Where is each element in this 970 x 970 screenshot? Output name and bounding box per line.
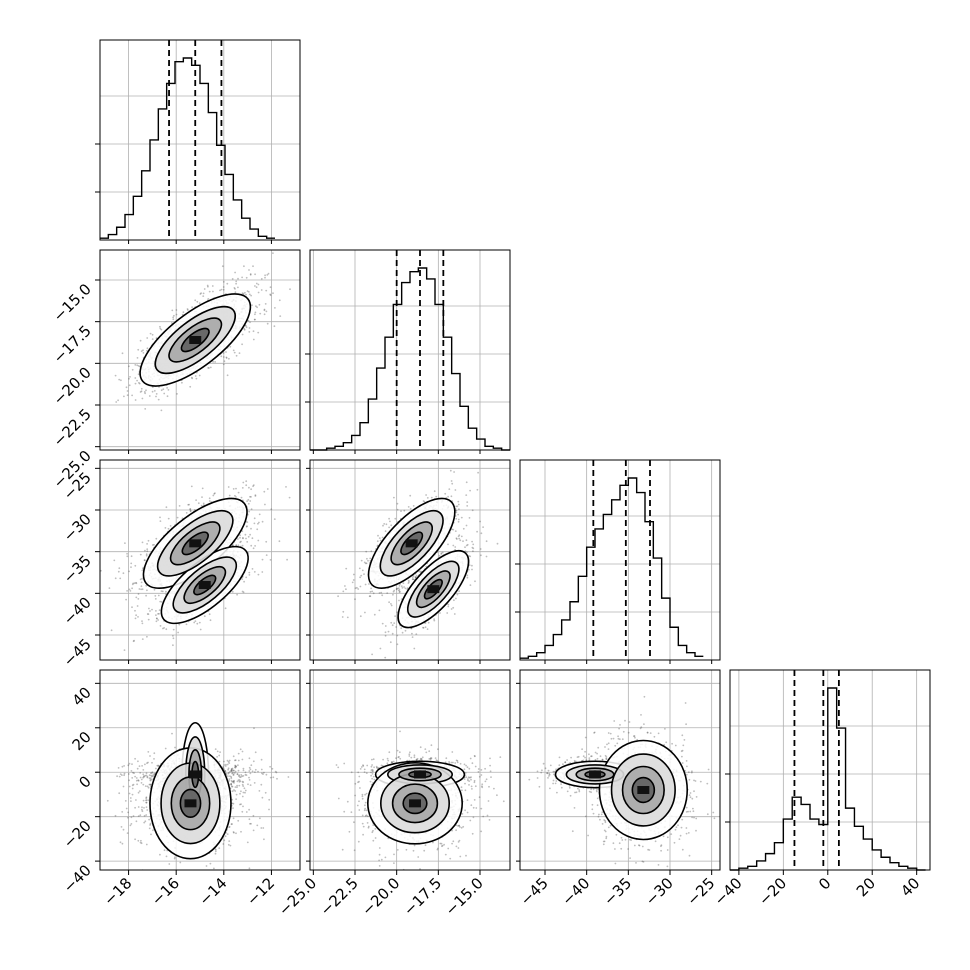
x-tick-label: 40 [897, 874, 923, 900]
x-tick-label: −15.0 [442, 874, 487, 919]
density-peak-0 [189, 336, 202, 344]
y-tick-label: 20 [69, 728, 95, 754]
contours-0-2 [142, 497, 249, 625]
density-peak-0 [405, 539, 418, 548]
x-tick-label: −22.5 [317, 874, 362, 919]
x-tick-label: −40 [558, 874, 593, 909]
x-tick-label: −45 [517, 874, 552, 909]
hist-step-1 [310, 267, 510, 451]
hist-step-3 [730, 687, 926, 871]
density-peak-1 [184, 799, 197, 808]
density-frame-1-2 [309, 459, 511, 661]
y-tick-label: −35 [60, 552, 95, 587]
y-axis-1 [95, 279, 100, 448]
hist-grid-3 [730, 670, 930, 870]
density-frame-0-1 [99, 249, 301, 451]
y-tick-label: −45 [60, 635, 95, 670]
contours-0-1 [139, 293, 252, 387]
x-tick-label: −16 [148, 874, 183, 909]
density-peak-0 [589, 770, 601, 779]
hist-frame-3 [729, 669, 931, 871]
density-frame-0-2 [99, 459, 301, 661]
y-tick-label: −30 [60, 510, 95, 545]
x-tick-label: −35 [600, 874, 635, 909]
y-tick-label: −20 [60, 817, 95, 852]
x-tick-label: −17.5 [400, 874, 445, 919]
y-tick-label: −22.5 [50, 405, 95, 450]
x-tick-label: −30 [642, 874, 677, 909]
x-axis-1 [312, 870, 481, 875]
hist-panel-0 [95, 39, 301, 241]
x-axis-2 [544, 870, 713, 875]
x-tick-label: 20 [853, 874, 879, 900]
x-axis-0 [128, 870, 272, 875]
hist-frame-0 [99, 39, 301, 241]
hist-step-2 [520, 477, 704, 659]
hist-step-0 [100, 57, 275, 239]
density-frame-0-3 [99, 669, 301, 871]
hist-grid-1 [310, 250, 510, 450]
y-axis-3 [95, 682, 100, 862]
x-tick-label: −18 [100, 874, 135, 909]
density-peak-0 [189, 539, 202, 548]
y-tick-label: −40 [60, 593, 95, 628]
contours-2-3 [554, 739, 689, 841]
y-tick-label: −15.0 [50, 280, 95, 325]
x-tick-label: −40 [711, 874, 746, 909]
x-tick-label: −14 [196, 874, 231, 909]
density-panel-2-3 [519, 669, 721, 871]
density-peak-0 [189, 770, 202, 779]
y-tick-label: −40 [60, 861, 95, 896]
contours-0-3 [149, 721, 232, 860]
density-panel-1-2 [309, 459, 511, 661]
density-peak-1 [198, 581, 211, 589]
hist-grid-0 [100, 40, 300, 240]
hist-frame-1 [309, 249, 511, 451]
x-tick-label: −25 [683, 874, 718, 909]
density-panel-0-2 [99, 459, 301, 661]
density-peak-1 [409, 799, 421, 808]
x-tick-label: 0 [815, 874, 834, 893]
density-panel-0-3 [99, 669, 301, 871]
x-tick-label: −20 [755, 874, 790, 909]
density-panel-1-3 [309, 669, 511, 871]
y-tick-label: −20.0 [50, 363, 95, 408]
density-frame-2-3 [519, 669, 721, 871]
density-peak-1 [427, 585, 440, 594]
hist-panel-1 [305, 249, 511, 451]
density-peak-1 [637, 786, 650, 794]
y-axis-2 [95, 467, 100, 636]
density-frame-1-3 [309, 669, 511, 871]
x-tick-label: −20.0 [358, 874, 403, 919]
density-panel-0-1 [99, 249, 301, 451]
hist-panel-2 [515, 459, 721, 661]
x-axis-3 [738, 870, 918, 875]
hist-panel-3 [725, 669, 931, 871]
contours-1-2 [367, 497, 470, 629]
x-tick-label: −12 [243, 874, 278, 909]
density-peak-0 [414, 770, 426, 779]
y-tick-label: −17.5 [50, 322, 95, 367]
contours-1-3 [367, 760, 466, 845]
hist-frame-2 [519, 459, 721, 661]
x-tick-label: −25.0 [275, 874, 320, 919]
y-tick-label: 0 [75, 772, 94, 791]
y-tick-label: 40 [69, 683, 95, 709]
